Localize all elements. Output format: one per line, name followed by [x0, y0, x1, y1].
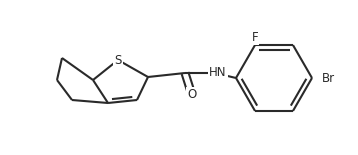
Text: HN: HN — [209, 66, 227, 78]
Text: Br: Br — [321, 71, 335, 84]
Text: F: F — [252, 31, 258, 44]
Text: O: O — [187, 89, 197, 102]
Text: S: S — [114, 53, 122, 66]
